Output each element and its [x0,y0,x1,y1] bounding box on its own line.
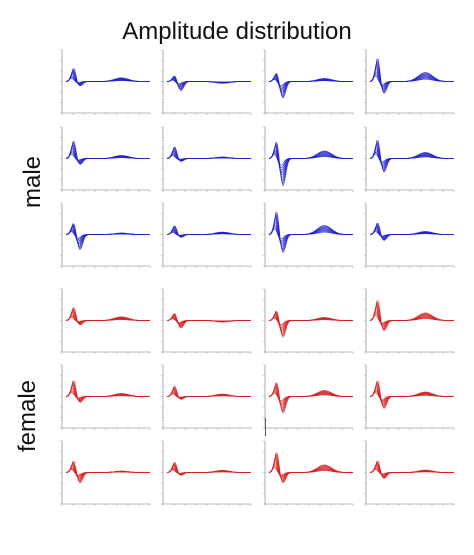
series-line [166,225,251,238]
series-line [268,392,353,401]
panel-male-r3-c3 [263,202,354,268]
series-line [65,77,150,83]
series-line [65,390,150,399]
panel-female-r3-c2 [161,440,252,506]
series-line [369,312,454,325]
panel-male-r1-c4 [364,49,455,115]
panel-male-r2-c1 [60,126,151,192]
series-line [65,152,150,161]
series-line [369,304,454,329]
series-line [268,79,353,86]
series-line [166,75,251,91]
panel-female-r1-c2 [161,288,252,354]
series-line [268,153,353,166]
series-line [65,228,150,243]
panel-male-r2-c4 [364,126,455,192]
series-line [65,461,150,484]
divider-mark [265,418,266,436]
panel-male-r3-c1 [60,202,151,268]
panel-male-r1-c2 [161,49,252,115]
series-line [268,314,353,332]
series-line [369,386,454,405]
panel-female-r2-c3 [263,364,354,430]
panel-female-r3-c1 [60,440,151,506]
series-line [65,153,150,161]
series-line [65,223,150,251]
series-line [65,380,150,403]
panel-female-r2-c1 [60,364,151,430]
series-line [268,310,353,338]
series-line [369,309,454,327]
panel-male-r3-c4 [364,202,455,268]
series-line [268,141,353,187]
series-line [268,76,353,93]
series-line [268,149,353,174]
series-line [369,146,454,168]
panel-male-r1-c1 [60,49,151,115]
series-line [166,146,251,162]
series-line [268,315,353,330]
series-line [65,391,150,399]
panel-male-r1-c3 [263,49,354,115]
panel-male-r2-c3 [263,126,354,192]
series-line [369,468,454,475]
series-line [268,78,353,88]
series-line [369,222,454,241]
series-line [268,72,353,99]
series-line [65,316,150,322]
panel-female-r2-c2 [161,364,252,430]
series-line [369,72,454,86]
panel-female-r1-c3 [263,288,354,354]
series-line [166,462,251,476]
series-line [268,389,353,406]
panel-male-r3-c2 [161,202,252,268]
series-line [369,300,454,332]
series-line [268,317,353,325]
series-line [369,139,454,173]
series-line [369,58,454,94]
panel-female-r3-c3 [263,440,354,506]
series-line [268,152,353,169]
series-line [369,230,454,237]
series-line [369,63,454,91]
series-line [268,382,353,414]
series-line [268,464,353,477]
series-line [65,68,150,87]
series-line [65,141,150,165]
series-line [369,460,454,479]
series-line [65,315,150,323]
panel-female-r1-c1 [60,288,151,354]
series-line [268,148,353,176]
panel-female-r1-c4 [364,288,455,354]
series-line [65,76,150,84]
panel-female-r2-c4 [364,364,455,430]
series-line [65,150,150,162]
series-line [369,380,454,409]
series-line [268,456,353,481]
series-line [268,452,353,484]
series-line [65,307,150,326]
chart-title: Amplitude distribution [122,18,352,45]
series-line [369,69,454,89]
panel-female-r3-c4 [364,440,455,506]
series-line [166,313,251,329]
panel-male-r2-c2 [161,126,252,192]
series-line [268,211,353,254]
series-line [268,461,353,479]
series-line [65,231,150,239]
series-line [166,386,251,400]
